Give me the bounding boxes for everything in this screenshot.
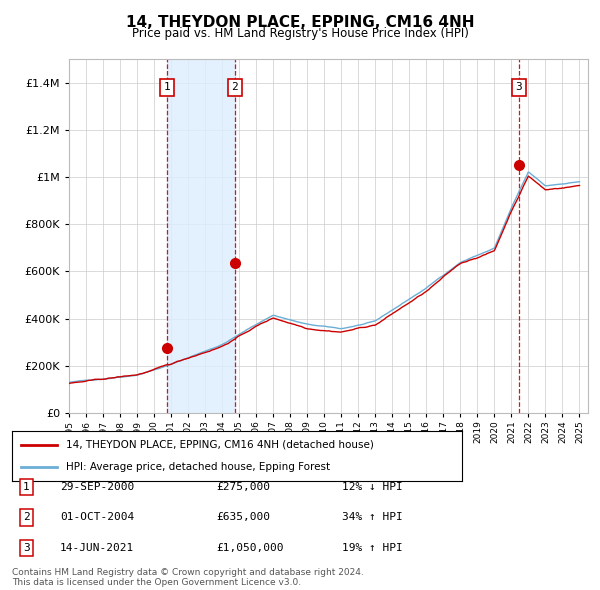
Bar (167, 59, 235, 413)
Text: 3: 3 (516, 83, 523, 92)
Text: 34% ↑ HPI: 34% ↑ HPI (342, 513, 403, 522)
Text: 14, THEYDON PLACE, EPPING, CM16 4NH (detached house): 14, THEYDON PLACE, EPPING, CM16 4NH (det… (66, 440, 374, 450)
Text: This data is licensed under the Open Government Licence v3.0.: This data is licensed under the Open Gov… (12, 578, 301, 587)
Text: 14, THEYDON PLACE, EPPING, CM16 4NH: 14, THEYDON PLACE, EPPING, CM16 4NH (126, 15, 474, 30)
Text: 1: 1 (163, 83, 170, 92)
Text: Contains HM Land Registry data © Crown copyright and database right 2024.: Contains HM Land Registry data © Crown c… (12, 568, 364, 577)
Text: 01-OCT-2004: 01-OCT-2004 (60, 513, 134, 522)
Text: 14-JUN-2021: 14-JUN-2021 (60, 543, 134, 553)
Text: 19% ↑ HPI: 19% ↑ HPI (342, 543, 403, 553)
Text: 29-SEP-2000: 29-SEP-2000 (60, 482, 134, 491)
Text: Price paid vs. HM Land Registry's House Price Index (HPI): Price paid vs. HM Land Registry's House … (131, 27, 469, 40)
Text: £275,000: £275,000 (216, 482, 270, 491)
Text: HPI: Average price, detached house, Epping Forest: HPI: Average price, detached house, Eppi… (66, 462, 330, 472)
Text: 3: 3 (23, 543, 30, 553)
Text: 1: 1 (23, 482, 30, 491)
Text: 12% ↓ HPI: 12% ↓ HPI (342, 482, 403, 491)
Text: 2: 2 (23, 513, 30, 522)
Text: £635,000: £635,000 (216, 513, 270, 522)
Text: 2: 2 (232, 83, 238, 92)
Text: £1,050,000: £1,050,000 (216, 543, 284, 553)
